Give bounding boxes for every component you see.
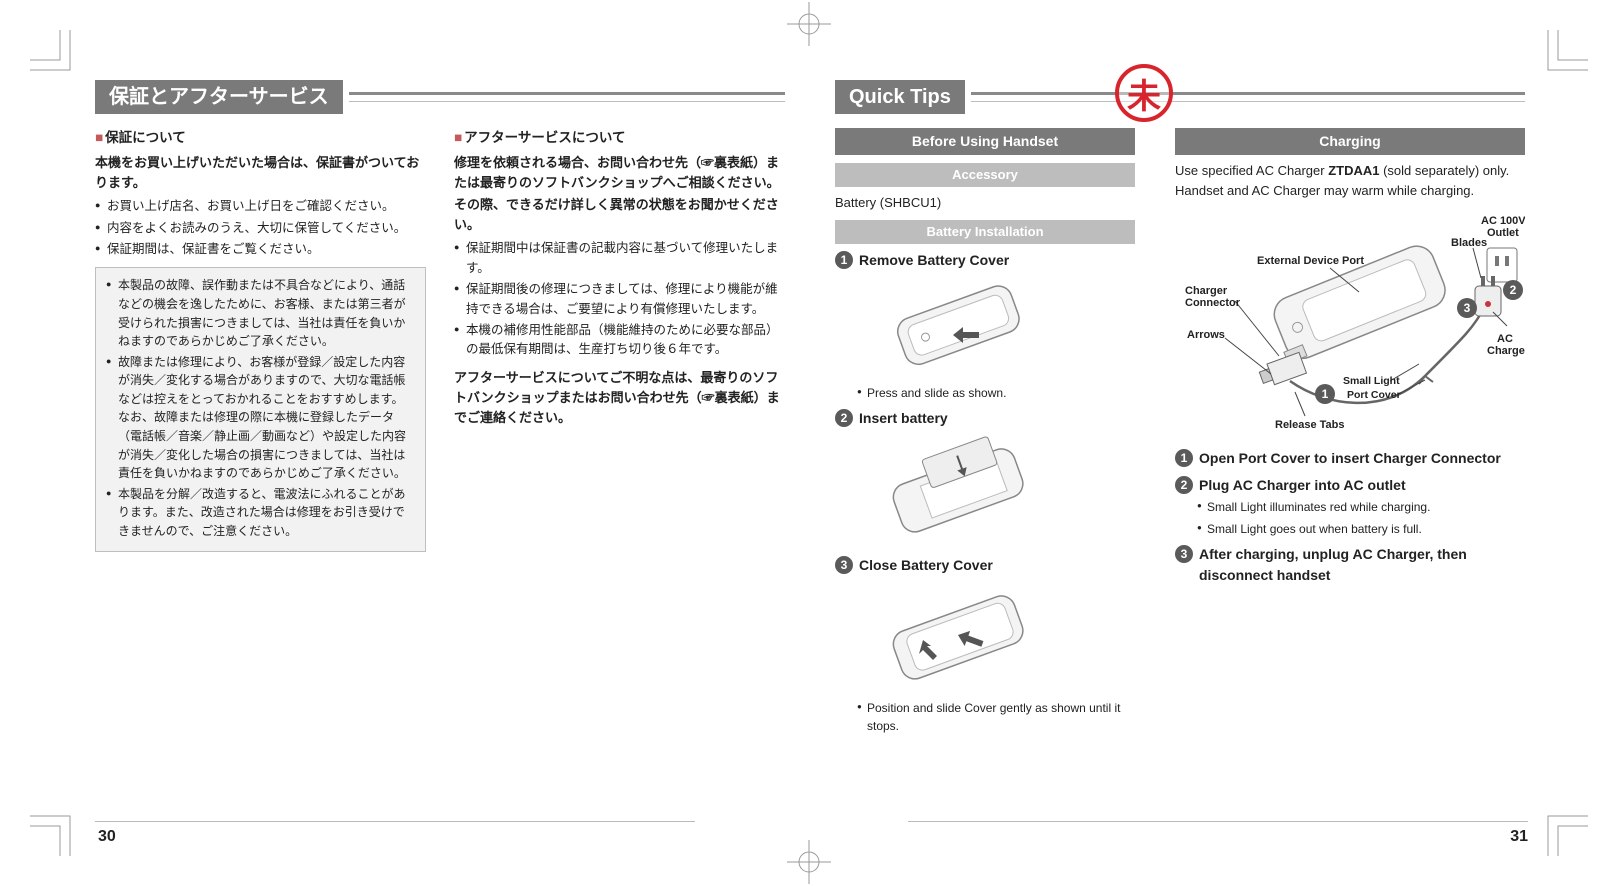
- page-number-right: 31: [1510, 828, 1528, 846]
- step3-note: Position and slide Cover gently as shown…: [857, 699, 1135, 735]
- crop-mark-top: [787, 2, 831, 46]
- cstep-badge-2: 2: [1175, 476, 1193, 494]
- battery-column: Before Using Handset Accessory Battery (…: [835, 128, 1135, 739]
- service-heading: アフターサービスについて: [464, 130, 625, 145]
- title-bar-left: 保証とアフターサービス: [95, 80, 785, 114]
- svg-text:Port Cover: Port Cover: [1347, 389, 1401, 401]
- crop-corner-br: [1538, 806, 1588, 856]
- svg-text:Blades: Blades: [1451, 237, 1487, 249]
- page-right: Quick Tips 未 Before Using Handset Access…: [835, 80, 1525, 800]
- battery-install-bar: Battery Installation: [835, 220, 1135, 244]
- svg-text:External Device Port: External Device Port: [1257, 255, 1364, 267]
- footer-rule-left: [95, 821, 695, 822]
- cstep2-note1: Small Light illuminates red while chargi…: [1197, 498, 1525, 516]
- illustration-close-cover: [863, 580, 1135, 696]
- warranty-bullet: 保証期間は、保証書をご覧ください。: [95, 240, 426, 259]
- svg-text:ChargerConnector: ChargerConnector: [1185, 285, 1241, 309]
- cstep1: Open Port Cover to insert Charger Connec…: [1199, 448, 1501, 469]
- step1-note: Press and slide as shown.: [857, 384, 1135, 402]
- charging-text2: Handset and AC Charger may warm while ch…: [1175, 181, 1525, 201]
- service-column: ■アフターサービスについて 修理を依頼される場合、お問い合わせ先（☞裏表紙）また…: [454, 128, 785, 552]
- warranty-lead: 本機をお買い上げいただいた場合は、保証書がついております。: [95, 153, 426, 193]
- warranty-bullet: お買い上げ店名、お買い上げ日をご確認ください。: [95, 197, 426, 216]
- svg-text:Arrows: Arrows: [1187, 329, 1225, 341]
- before-using-bar: Before Using Handset: [835, 128, 1135, 155]
- page-number-left: 30: [98, 828, 116, 846]
- service-lead1: 修理を依頼される場合、お問い合わせ先（☞裏表紙）または最寄りのソフトバンクショッ…: [454, 153, 785, 193]
- svg-text:1: 1: [1322, 387, 1329, 401]
- svg-text:3: 3: [1464, 301, 1471, 315]
- warranty-column: ■保証について 本機をお買い上げいただいた場合は、保証書がついております。 お買…: [95, 128, 426, 552]
- crop-mark-bottom: [787, 840, 831, 884]
- title-bar-right: Quick Tips: [835, 80, 1525, 114]
- warranty-bullet: 内容をよくお読みのうえ、大切に保管してください。: [95, 219, 426, 238]
- service-tail: アフターサービスについてご不明な点は、最寄りのソフトバンクショップまたはお問い合…: [454, 368, 785, 428]
- accessory-bar: Accessory: [835, 163, 1135, 187]
- warranty-note: 故障または修理により、お客様が登録／設定した内容が消失／変化する場合がありますの…: [106, 353, 415, 483]
- svg-text:AC 100VOutlet: AC 100VOutlet: [1481, 215, 1525, 239]
- cstep3: After charging, unplug AC Charger, then …: [1199, 544, 1525, 586]
- title-left: 保証とアフターサービス: [95, 80, 343, 114]
- cstep2: Plug AC Charger into AC outlet: [1199, 475, 1406, 496]
- step3-title: Close Battery Cover: [859, 555, 993, 576]
- step-badge-1: 1: [835, 251, 853, 269]
- service-bullet: 本機の補修用性能部品（機能維持のために必要な部品）の最低保有期間は、生産打ち切り…: [454, 321, 785, 360]
- accessory-text: Battery (SHBCU1): [835, 193, 1135, 213]
- step1-title: Remove Battery Cover: [859, 250, 1009, 271]
- warranty-note-box: 本製品の故障、誤作動または不具合などにより、通話などの機会を逸したために、お客様…: [95, 267, 426, 551]
- cstep2-note2: Small Light goes out when battery is ful…: [1197, 520, 1525, 538]
- approval-stamp: 未: [1115, 64, 1173, 122]
- step-badge-3: 3: [835, 556, 853, 574]
- illustration-charging: 1 2 3: [1175, 206, 1525, 442]
- svg-text:Small Light: Small Light: [1343, 375, 1400, 387]
- svg-text:ACCharger: ACCharger: [1487, 333, 1525, 357]
- service-bullet: 保証期間中は保証書の記載内容に基づいて修理いたします。: [454, 239, 785, 278]
- crop-corner-bl: [30, 806, 80, 856]
- service-lead2: その際、できるだけ詳しく異常の状態をお聞かせください。: [454, 195, 785, 235]
- charging-bar: Charging: [1175, 128, 1525, 155]
- charging-column: Charging Use specified AC Charger ZTDAA1…: [1175, 128, 1525, 739]
- cstep-badge-1: 1: [1175, 449, 1193, 467]
- warranty-note: 本製品の故障、誤作動または不具合などにより、通話などの機会を逸したために、お客様…: [106, 276, 415, 350]
- illustration-insert-battery: [863, 433, 1135, 549]
- charging-text1: Use specified AC Charger ZTDAA1 (sold se…: [1175, 161, 1525, 181]
- step2-title: Insert battery: [859, 408, 948, 429]
- crop-corner-tl: [30, 30, 80, 80]
- illustration-remove-cover: [863, 275, 1135, 381]
- warranty-heading: 保証について: [105, 130, 186, 145]
- footer-rule-right: [908, 821, 1528, 822]
- page-left: 保証とアフターサービス ■保証について 本機をお買い上げいただいた場合は、保証書…: [95, 80, 785, 800]
- step-badge-2: 2: [835, 409, 853, 427]
- crop-corner-tr: [1538, 30, 1588, 80]
- svg-text:2: 2: [1510, 283, 1517, 297]
- cstep-badge-3: 3: [1175, 545, 1193, 563]
- title-right: Quick Tips: [835, 80, 965, 114]
- warranty-note: 本製品を分解／改造すると、電波法にふれることがあります。また、改造された場合は修…: [106, 485, 415, 541]
- service-bullet: 保証期間後の修理につきましては、修理により機能が維持できる場合は、ご要望により有…: [454, 280, 785, 319]
- svg-text:Release Tabs: Release Tabs: [1275, 419, 1345, 431]
